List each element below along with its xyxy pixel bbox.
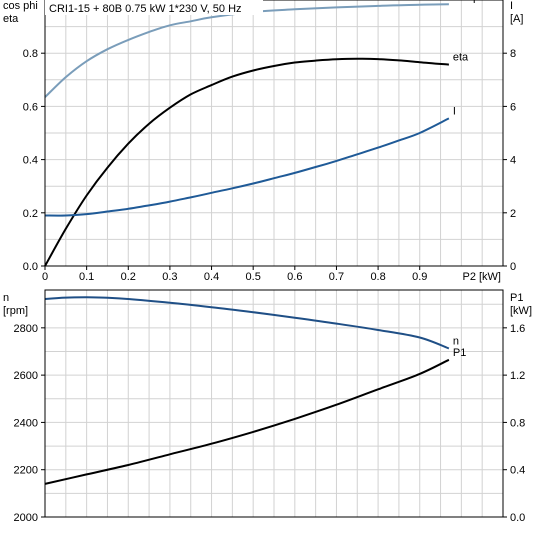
y-right-axis-title: P1 [510, 292, 523, 304]
y-right-tick-label: 4 [510, 155, 516, 167]
y-left-tick-label: 2400 [14, 417, 38, 429]
y-right-tick-label: 1.2 [510, 370, 525, 382]
series-i-line [44, 117, 450, 217]
series-cos-phi-line [44, 3, 449, 98]
y-right-tick-label: 2 [510, 208, 516, 220]
y-left-axis-title: n [3, 292, 9, 304]
y-left-tick-label: 0.4 [23, 155, 38, 167]
y-right-axis-title: I [510, 0, 513, 12]
y-right-tick-label: 0.8 [510, 417, 525, 429]
y-right-tick-label: 6 [510, 101, 516, 113]
y-left-axis-title: cos phi [3, 0, 38, 12]
x-tick-label: 0.7 [329, 271, 344, 283]
y-left-tick-label: 2000 [14, 512, 38, 524]
y-right-axis-title: [kW] [510, 305, 532, 317]
y-left-tick-label: 0.8 [23, 48, 38, 60]
series-p1-label: P1 [453, 347, 466, 359]
series-n-line [44, 296, 450, 350]
y-right-axis-title: [A] [510, 13, 523, 25]
series-n-label: n [453, 335, 459, 347]
x-tick-label: 0 [42, 271, 48, 283]
series-i-label: I [453, 105, 456, 117]
chart-title: CRI1-15 + 80B 0.75 kW 1*230 V, 50 Hz [49, 3, 242, 15]
y-right-tick-label: 0.0 [510, 512, 525, 524]
panel-frames [41, 0, 507, 518]
bottom-panel-frame [44, 289, 504, 518]
x-tick-label: 0.4 [204, 271, 219, 283]
top-panel-grid [45, 0, 503, 266]
series-p1-line [44, 358, 450, 485]
y-right-tick-label: 1.6 [510, 323, 525, 335]
x-tick-label: 0.3 [162, 271, 177, 283]
x-tick-label: 0.6 [287, 271, 302, 283]
bottom-panel-grid [45, 290, 503, 517]
series-layer [44, 3, 450, 485]
y-left-tick-label: 0.2 [23, 208, 38, 220]
y-left-tick-label: 2600 [14, 370, 38, 382]
x-tick-label: 0.8 [370, 271, 385, 283]
x-tick-label: 0.1 [79, 271, 94, 283]
x-tick-label: 0.9 [412, 271, 427, 283]
y-right-tick-label: 8 [510, 48, 516, 60]
y-left-tick-label: 0.0 [23, 261, 38, 273]
x-tick-label: 0.2 [121, 271, 136, 283]
y-right-tick-label: 0 [510, 261, 516, 273]
y-left-tick-label: 2200 [14, 465, 38, 477]
y-left-tick-label: 0.6 [23, 101, 38, 113]
top-panel-frame [44, 0, 504, 267]
y-left-tick-label: 2800 [14, 323, 38, 335]
x-tick-label: 0.5 [246, 271, 261, 283]
title-box [45, 0, 263, 15]
y-right-tick-label: 0.4 [510, 465, 525, 477]
x-axis-title: P2 [kW] [462, 271, 501, 283]
series-eta-label: eta [453, 52, 469, 64]
y-left-axis-title: eta [3, 13, 19, 25]
series-cos-phi-label: cos phi [453, 0, 488, 3]
y-left-axis-title: [rpm] [3, 305, 28, 317]
series-eta-line [44, 57, 449, 267]
